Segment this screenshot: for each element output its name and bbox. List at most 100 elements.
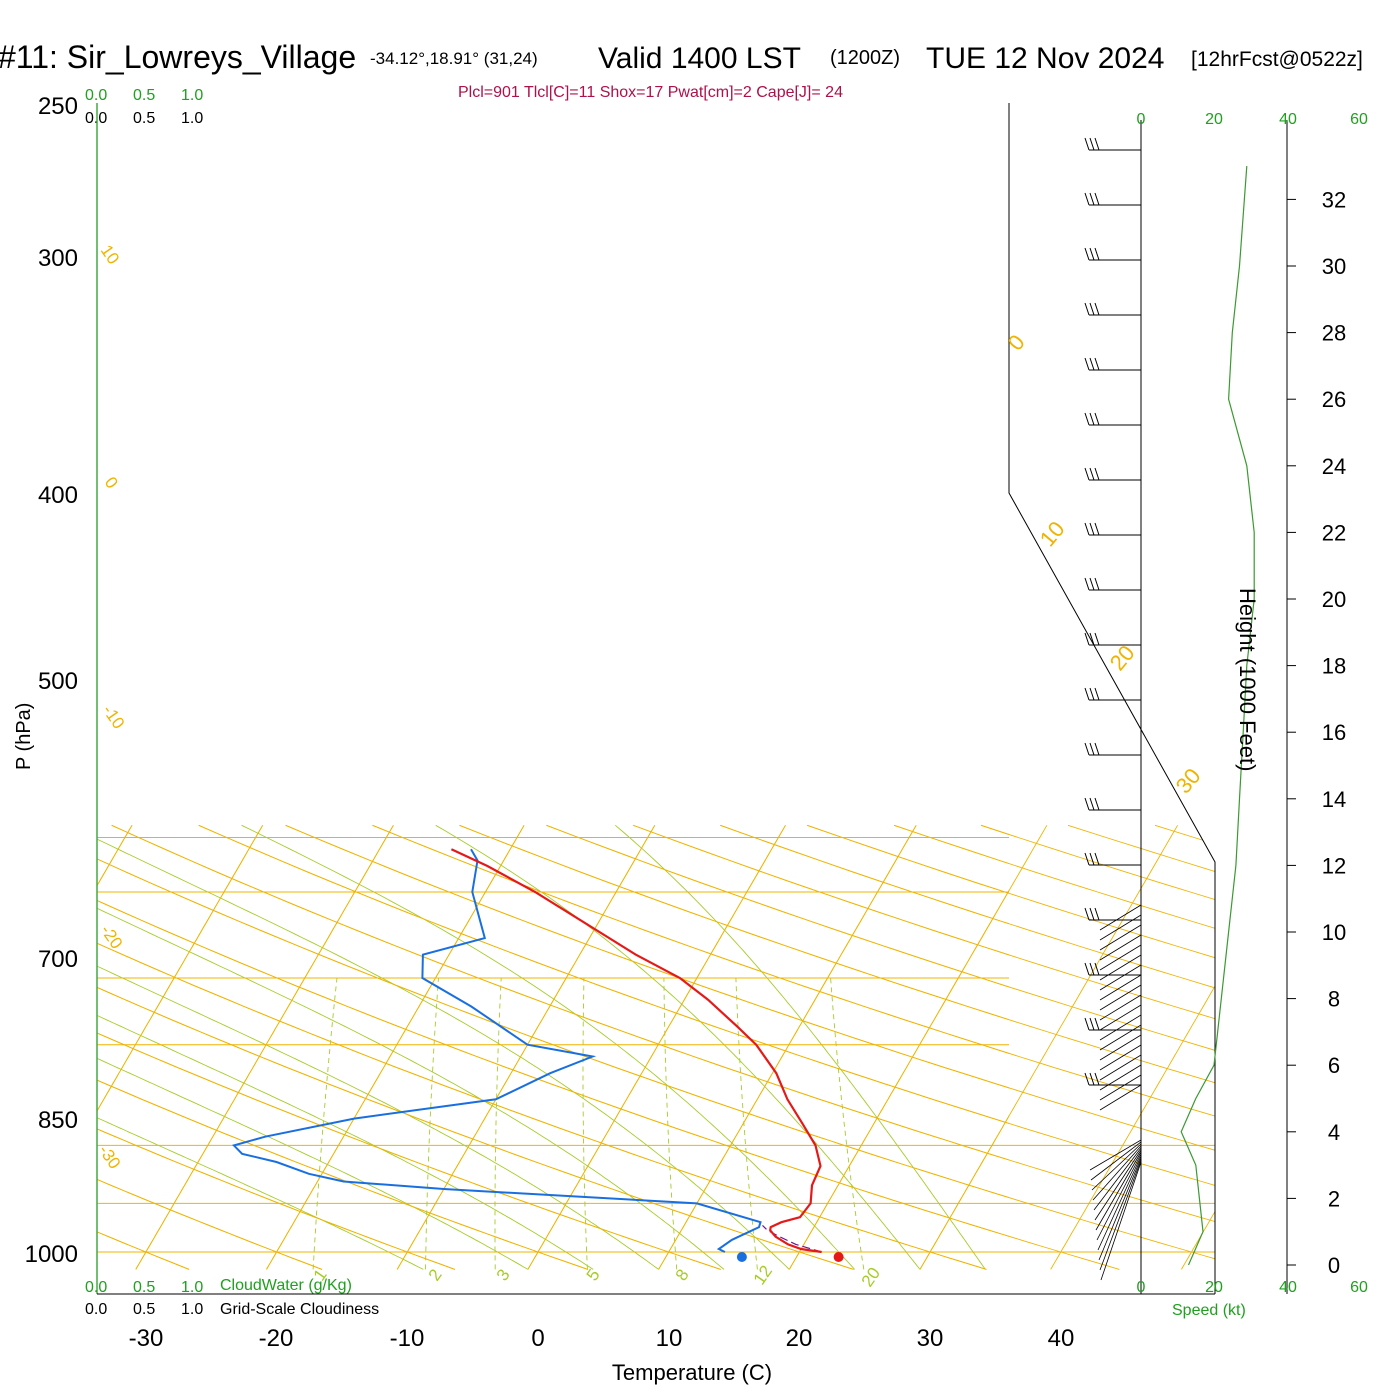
barb-staff xyxy=(1090,1141,1142,1181)
x-tick-m20: -20 xyxy=(259,1325,294,1352)
speed-scale-bottom: 0 20 40 60 Speed (kt) xyxy=(1137,1279,1368,1319)
x-tick-10: 10 xyxy=(656,1325,683,1352)
isotherm-line xyxy=(527,825,786,1270)
barb-staff xyxy=(1099,1054,1142,1081)
barb-staff xyxy=(1099,1084,1142,1111)
date: TUE 12 Nov 2024 xyxy=(926,42,1164,75)
barb-feather xyxy=(1094,577,1100,591)
dry-adiabat-line xyxy=(1242,825,1400,1269)
moist-adiabat-line xyxy=(615,824,986,1270)
mixing-ratio-line xyxy=(312,977,338,1270)
mr-5: 5 xyxy=(583,1266,604,1285)
barb-staff xyxy=(1092,1145,1142,1201)
mr-3: 3 xyxy=(493,1266,514,1285)
barb-staff xyxy=(1099,934,1142,961)
barb-feather xyxy=(1084,687,1090,701)
barb-feather xyxy=(1084,357,1090,371)
isotherm-line xyxy=(0,825,1,1269)
moist-adiabat-line xyxy=(97,1057,529,1270)
y-axis-label: P (hPa) xyxy=(13,703,35,770)
barb-staff xyxy=(1094,1149,1142,1221)
label-m10-left: -10 xyxy=(99,701,129,732)
speed-top-0: 0 xyxy=(1137,111,1146,128)
p-250: 250 xyxy=(38,93,78,120)
valid-time: Valid 1400 LST xyxy=(598,42,801,75)
isotherm-line xyxy=(1050,825,1215,1270)
p-850: 850 xyxy=(38,1107,78,1134)
speed-bot-60: 60 xyxy=(1350,1279,1368,1296)
barb-staff xyxy=(1099,944,1142,971)
speed-top-40: 40 xyxy=(1279,111,1297,128)
dry-adiabat-line xyxy=(1242,825,1400,1269)
barb-feather xyxy=(1089,357,1095,371)
surface-dewpoint-marker xyxy=(736,1252,747,1262)
dry-adiabat-line xyxy=(97,824,721,1270)
barb-feather xyxy=(1089,687,1095,701)
surface-temperature-marker xyxy=(833,1252,844,1262)
cloud-scale-bottom: 0.0 0.5 1.0 CloudWater (g/Kg) 0.0 0.5 1.… xyxy=(85,1277,379,1318)
dry-adiabat-line xyxy=(1154,824,1215,1270)
isotherm-line xyxy=(97,825,264,1270)
barb-staff xyxy=(1095,1151,1142,1231)
barb-feather xyxy=(1084,467,1090,481)
height-label: 20 xyxy=(1322,587,1346,612)
p-300: 300 xyxy=(38,245,78,272)
barb-staff xyxy=(1099,1044,1142,1071)
barb-staff xyxy=(1099,1024,1142,1051)
wind-speed-profile xyxy=(1180,166,1255,1266)
cloudwater-label: CloudWater (g/Kg) xyxy=(220,1277,352,1294)
barb-feather xyxy=(1094,852,1100,866)
barb-feather xyxy=(1089,797,1095,811)
x-tick-30: 30 xyxy=(917,1325,944,1352)
moist-adiabat-line xyxy=(97,907,725,1270)
height-label: 6 xyxy=(1328,1053,1340,1078)
utc-time: (1200Z) xyxy=(830,47,900,69)
height-label: 14 xyxy=(1322,787,1346,812)
parcel-path xyxy=(762,1224,822,1253)
speed-bot-40: 40 xyxy=(1279,1279,1297,1296)
moist-adiabat-line xyxy=(435,824,921,1270)
isotherm-line xyxy=(396,825,656,1270)
dry-adiabat-line xyxy=(546,824,1215,1270)
barb-feather xyxy=(1094,742,1100,756)
barb-staff xyxy=(1098,1157,1142,1261)
barb-staff xyxy=(1089,1139,1142,1171)
barb-feather xyxy=(1094,797,1100,811)
mixing-ratio-line xyxy=(663,977,678,1270)
mixing-ratio-line xyxy=(425,977,439,1270)
forecast: [12hrFcst@0522z] xyxy=(1191,48,1363,71)
mr-12: 12 xyxy=(750,1262,776,1288)
barb-staff xyxy=(1099,984,1142,1011)
barb-feather xyxy=(1094,412,1100,426)
cloud-top2-1: 0.5 xyxy=(133,110,155,127)
cloud-top-1: 0.5 xyxy=(133,87,155,104)
barb-feather xyxy=(1084,962,1090,976)
barb-staff xyxy=(1100,1161,1142,1281)
label-0-right: 0 xyxy=(1003,330,1030,355)
barb-feather xyxy=(1094,192,1100,206)
x-tick-m30: -30 xyxy=(129,1325,164,1352)
barb-feather xyxy=(1084,302,1090,316)
pressure-labels: 250 300 400 500 700 850 1000 xyxy=(25,93,78,1268)
dry-adiabat-line xyxy=(97,824,854,1270)
mr-8: 8 xyxy=(672,1266,693,1285)
label-m20-left: -20 xyxy=(97,921,127,952)
barb-staff xyxy=(1099,974,1142,1001)
indices-line: Plcl=901 Tlcl[C]=11 Shox=17 Pwat[cm]=2 C… xyxy=(458,84,843,101)
dry-adiabat-line xyxy=(198,824,1215,1270)
barb-staff xyxy=(1099,994,1142,1021)
barb-feather xyxy=(1089,742,1095,756)
barb-feather xyxy=(1084,1017,1090,1031)
barb-feather xyxy=(1094,522,1100,536)
isotherm-line xyxy=(1181,825,1400,1269)
barb-feather xyxy=(1084,852,1090,866)
p-400: 400 xyxy=(38,482,78,509)
isotherm-line xyxy=(919,825,1178,1270)
cloud-bot-0: 0.0 xyxy=(85,1279,107,1296)
cloud-top2-2: 1.0 xyxy=(181,110,203,127)
barb-feather xyxy=(1084,192,1090,206)
height-axis-label: Height (1000 Feet) xyxy=(1235,588,1260,771)
barb-feather xyxy=(1089,247,1095,261)
barb-feather xyxy=(1084,137,1090,151)
barb-feather xyxy=(1094,632,1100,646)
